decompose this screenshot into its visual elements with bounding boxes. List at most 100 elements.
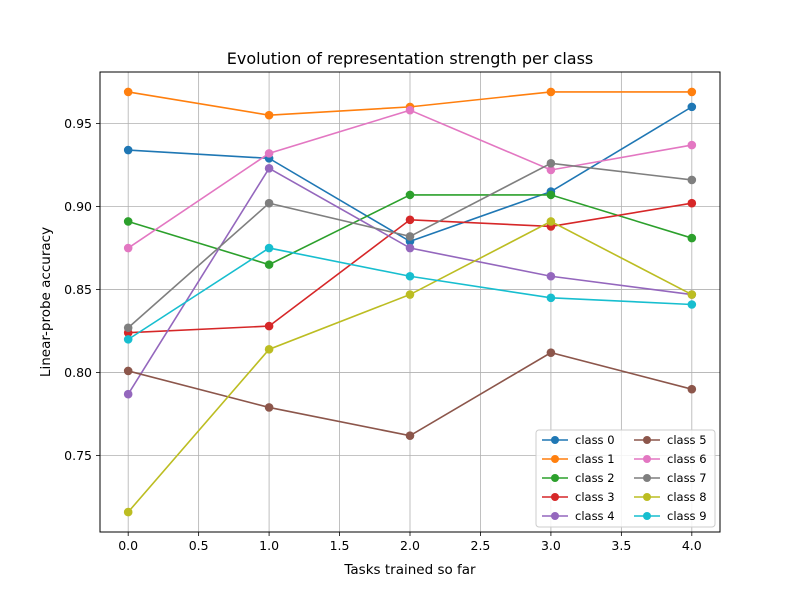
x-tick-label: 1.5 <box>330 538 350 553</box>
data-point-class-4 <box>264 164 274 173</box>
data-point-class-7 <box>687 175 697 185</box>
data-point-class-1 <box>264 110 274 120</box>
x-tick-label: 2.0 <box>400 538 420 553</box>
series-class-4 <box>123 164 697 399</box>
data-point-class-8 <box>546 217 556 226</box>
data-point-class-2 <box>546 190 556 200</box>
legend-item-class-0: class 0 <box>542 433 615 447</box>
legend-swatch-marker <box>551 493 559 501</box>
data-point-class-5 <box>123 366 133 376</box>
axis-ticks: 0.0 0.5 1.0 1.5 2.0 2.5 3.0 3.5 4.0 0.75 0.80 0.85 0… <box>64 116 702 553</box>
legend-item-class-4: class 4 <box>542 509 615 523</box>
data-point-class-9 <box>687 300 697 309</box>
legend-item-class-3: class 3 <box>542 490 615 504</box>
legend-label: class 0 <box>575 433 615 447</box>
y-tick-label: 0.90 <box>64 199 92 214</box>
legend-swatch-marker <box>643 474 651 482</box>
legend-label: class 4 <box>575 509 615 523</box>
data-point-class-8 <box>687 290 697 299</box>
data-point-class-6 <box>546 165 556 175</box>
data-point-class-7 <box>405 232 415 241</box>
x-tick-label: 2.5 <box>471 538 491 553</box>
x-tick-label: 3.5 <box>611 538 631 553</box>
data-point-class-3 <box>405 215 415 225</box>
y-tick-label: 0.80 <box>64 365 92 380</box>
data-point-class-9 <box>405 271 415 281</box>
legend-swatch-marker <box>551 512 559 520</box>
legend-box <box>535 429 716 528</box>
y-tick-label: 0.75 <box>64 448 92 463</box>
data-point-class-2 <box>405 190 415 200</box>
series-class-6 <box>123 105 697 253</box>
legend-item-class-6: class 6 <box>634 452 707 466</box>
series-class-2 <box>123 190 697 269</box>
data-point-class-5 <box>405 431 415 440</box>
y-tick-label: 0.85 <box>64 282 92 297</box>
legend-label: class 5 <box>667 433 707 447</box>
data-point-class-2 <box>264 260 274 269</box>
legend-swatch-marker <box>643 512 651 520</box>
series-class-9 <box>123 243 697 344</box>
data-point-class-1 <box>687 87 697 97</box>
data-point-class-2 <box>123 217 133 226</box>
legend-swatch-marker <box>643 436 651 444</box>
x-tick-label: 0.5 <box>189 538 209 553</box>
data-point-class-2 <box>687 233 697 243</box>
legend-item-class-2: class 2 <box>542 471 615 485</box>
data-point-class-7 <box>264 198 274 208</box>
legend-swatch-marker <box>551 474 559 482</box>
legend-item-class-7: class 7 <box>634 471 707 485</box>
data-point-class-5 <box>264 403 274 412</box>
data-point-class-7 <box>123 323 133 333</box>
data-point-class-5 <box>546 348 556 357</box>
legend-item-class-8: class 8 <box>634 490 707 504</box>
data-point-class-9 <box>264 243 274 253</box>
x-tick-label: 4.0 <box>682 538 702 553</box>
legend-label: class 6 <box>667 452 707 466</box>
y-axis-title: Linear-probe accuracy <box>38 227 54 377</box>
legend: class 0 class 1 class 2 class 3 class 4 class… <box>535 429 716 528</box>
x-tick-label: 0.0 <box>118 538 138 553</box>
data-point-class-3 <box>264 321 274 331</box>
legend-swatch-marker <box>551 436 559 444</box>
data-point-class-4 <box>405 243 415 253</box>
y-tick-label: 0.95 <box>64 116 92 131</box>
data-point-class-1 <box>123 87 133 97</box>
legend-label: class 8 <box>667 490 707 504</box>
data-point-class-6 <box>123 243 133 253</box>
legend-item-class-5: class 5 <box>634 433 707 447</box>
data-point-class-8 <box>264 345 274 354</box>
data-point-class-8 <box>123 507 133 517</box>
legend-label: class 2 <box>575 471 615 485</box>
data-point-class-0 <box>687 102 697 112</box>
x-axis-title: Tasks trained so far <box>343 562 476 578</box>
data-point-class-8 <box>405 290 415 299</box>
series-class-7 <box>123 159 697 333</box>
data-point-class-9 <box>123 335 133 344</box>
legend-item-class-1: class 1 <box>542 452 615 466</box>
legend-swatch-marker <box>643 493 651 501</box>
legend-label: class 1 <box>575 452 615 466</box>
data-point-class-6 <box>405 105 415 115</box>
series-group <box>123 87 697 517</box>
data-point-class-5 <box>687 384 697 394</box>
legend-label: class 7 <box>667 471 707 485</box>
data-point-class-6 <box>687 140 697 150</box>
series-class-8 <box>123 217 697 517</box>
data-point-class-3 <box>687 198 697 208</box>
data-point-class-7 <box>546 159 556 168</box>
legend-label: class 3 <box>575 490 615 504</box>
legend-label: class 9 <box>667 509 707 523</box>
data-point-class-4 <box>546 271 556 281</box>
x-tick-label: 3.0 <box>541 538 561 553</box>
data-point-class-0 <box>123 145 133 155</box>
data-point-class-4 <box>123 389 133 399</box>
chart-title: Evolution of representation strength per… <box>227 49 593 68</box>
x-tick-label: 1.0 <box>259 538 279 553</box>
data-point-class-1 <box>546 87 556 97</box>
legend-swatch-marker <box>551 455 559 463</box>
series-class-5 <box>123 348 697 440</box>
data-point-class-9 <box>546 293 556 303</box>
